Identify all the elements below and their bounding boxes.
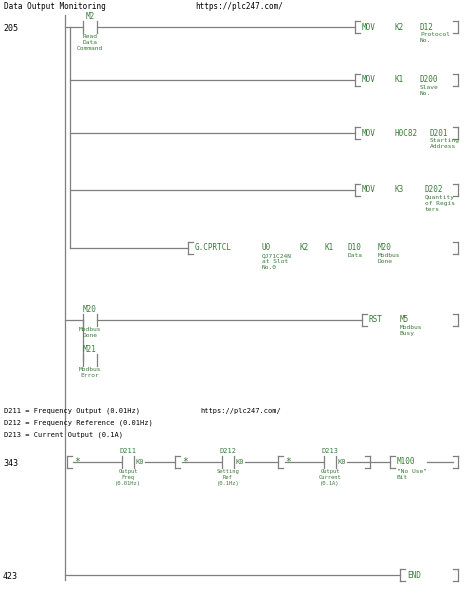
Text: M21: M21 [83,345,97,354]
Text: D201: D201 [430,128,448,137]
Text: *: * [182,457,188,467]
Text: Slave
No.: Slave No. [420,85,439,96]
Text: D211: D211 [119,448,137,454]
Text: U0: U0 [262,243,271,252]
Text: Data: Data [348,253,363,258]
Text: G.CPRTCL: G.CPRTCL [195,243,232,252]
Text: D213 = Current Output (0.1A): D213 = Current Output (0.1A) [4,432,123,438]
Text: D212: D212 [219,448,237,454]
Text: Protocol
No.: Protocol No. [420,32,450,43]
Text: D212 = Frequency Reference (0.01Hz): D212 = Frequency Reference (0.01Hz) [4,420,153,426]
Text: Quantity
of Regis
ters: Quantity of Regis ters [425,195,455,211]
Text: K2: K2 [300,243,309,252]
Text: K2: K2 [395,22,404,31]
Text: D211 = Frequency Output (0.01Hz): D211 = Frequency Output (0.01Hz) [4,408,140,415]
Text: *: * [74,457,80,467]
Text: QJ71C24N
at Slot
No.0: QJ71C24N at Slot No.0 [262,253,292,270]
Text: MOV: MOV [362,22,376,31]
Text: "No Use"
Bit: "No Use" Bit [397,469,427,480]
Text: RST: RST [369,315,383,324]
Text: D200: D200 [420,75,438,84]
Text: 205: 205 [3,24,18,33]
Text: D213: D213 [321,448,338,454]
Text: Output
Current
(0.1A): Output Current (0.1A) [319,469,341,486]
Text: END: END [407,571,421,580]
Text: Modbus
Done: Modbus Done [79,327,101,338]
Text: Data Output Monitoring: Data Output Monitoring [4,2,106,11]
Text: *: * [285,457,291,467]
Text: K1: K1 [395,75,404,84]
Text: K0: K0 [136,459,145,465]
Text: Modbus
Error: Modbus Error [79,367,101,378]
Text: M100: M100 [397,458,416,467]
Text: H0C82: H0C82 [395,128,418,137]
Text: M20: M20 [378,243,392,252]
Text: K1: K1 [325,243,334,252]
Text: M5: M5 [400,315,409,324]
Text: Output
Freq
(0.01Hz): Output Freq (0.01Hz) [115,469,141,486]
Text: M20: M20 [83,305,97,314]
Text: D10: D10 [348,243,362,252]
Text: Modbus
Done: Modbus Done [378,253,401,264]
Text: M2: M2 [85,12,95,21]
Text: MOV: MOV [362,128,376,137]
Text: Modbus
Busy: Modbus Busy [400,325,422,336]
Text: https://plc247.com/: https://plc247.com/ [195,2,283,11]
Text: https://plc247.com/: https://plc247.com/ [200,408,281,414]
Text: K3: K3 [395,185,404,194]
Text: 343: 343 [3,459,18,468]
Text: D202: D202 [425,185,444,194]
Text: MOV: MOV [362,75,376,84]
Text: 423: 423 [3,572,18,581]
Text: Read
Data
Command: Read Data Command [77,34,103,51]
Text: MOV: MOV [362,185,376,194]
Text: K0: K0 [236,459,245,465]
Text: Starting
Address: Starting Address [430,138,460,149]
Text: K0: K0 [338,459,346,465]
Text: D12: D12 [420,22,434,31]
Text: Setting
Ref
(0.1Hz): Setting Ref (0.1Hz) [217,469,239,486]
